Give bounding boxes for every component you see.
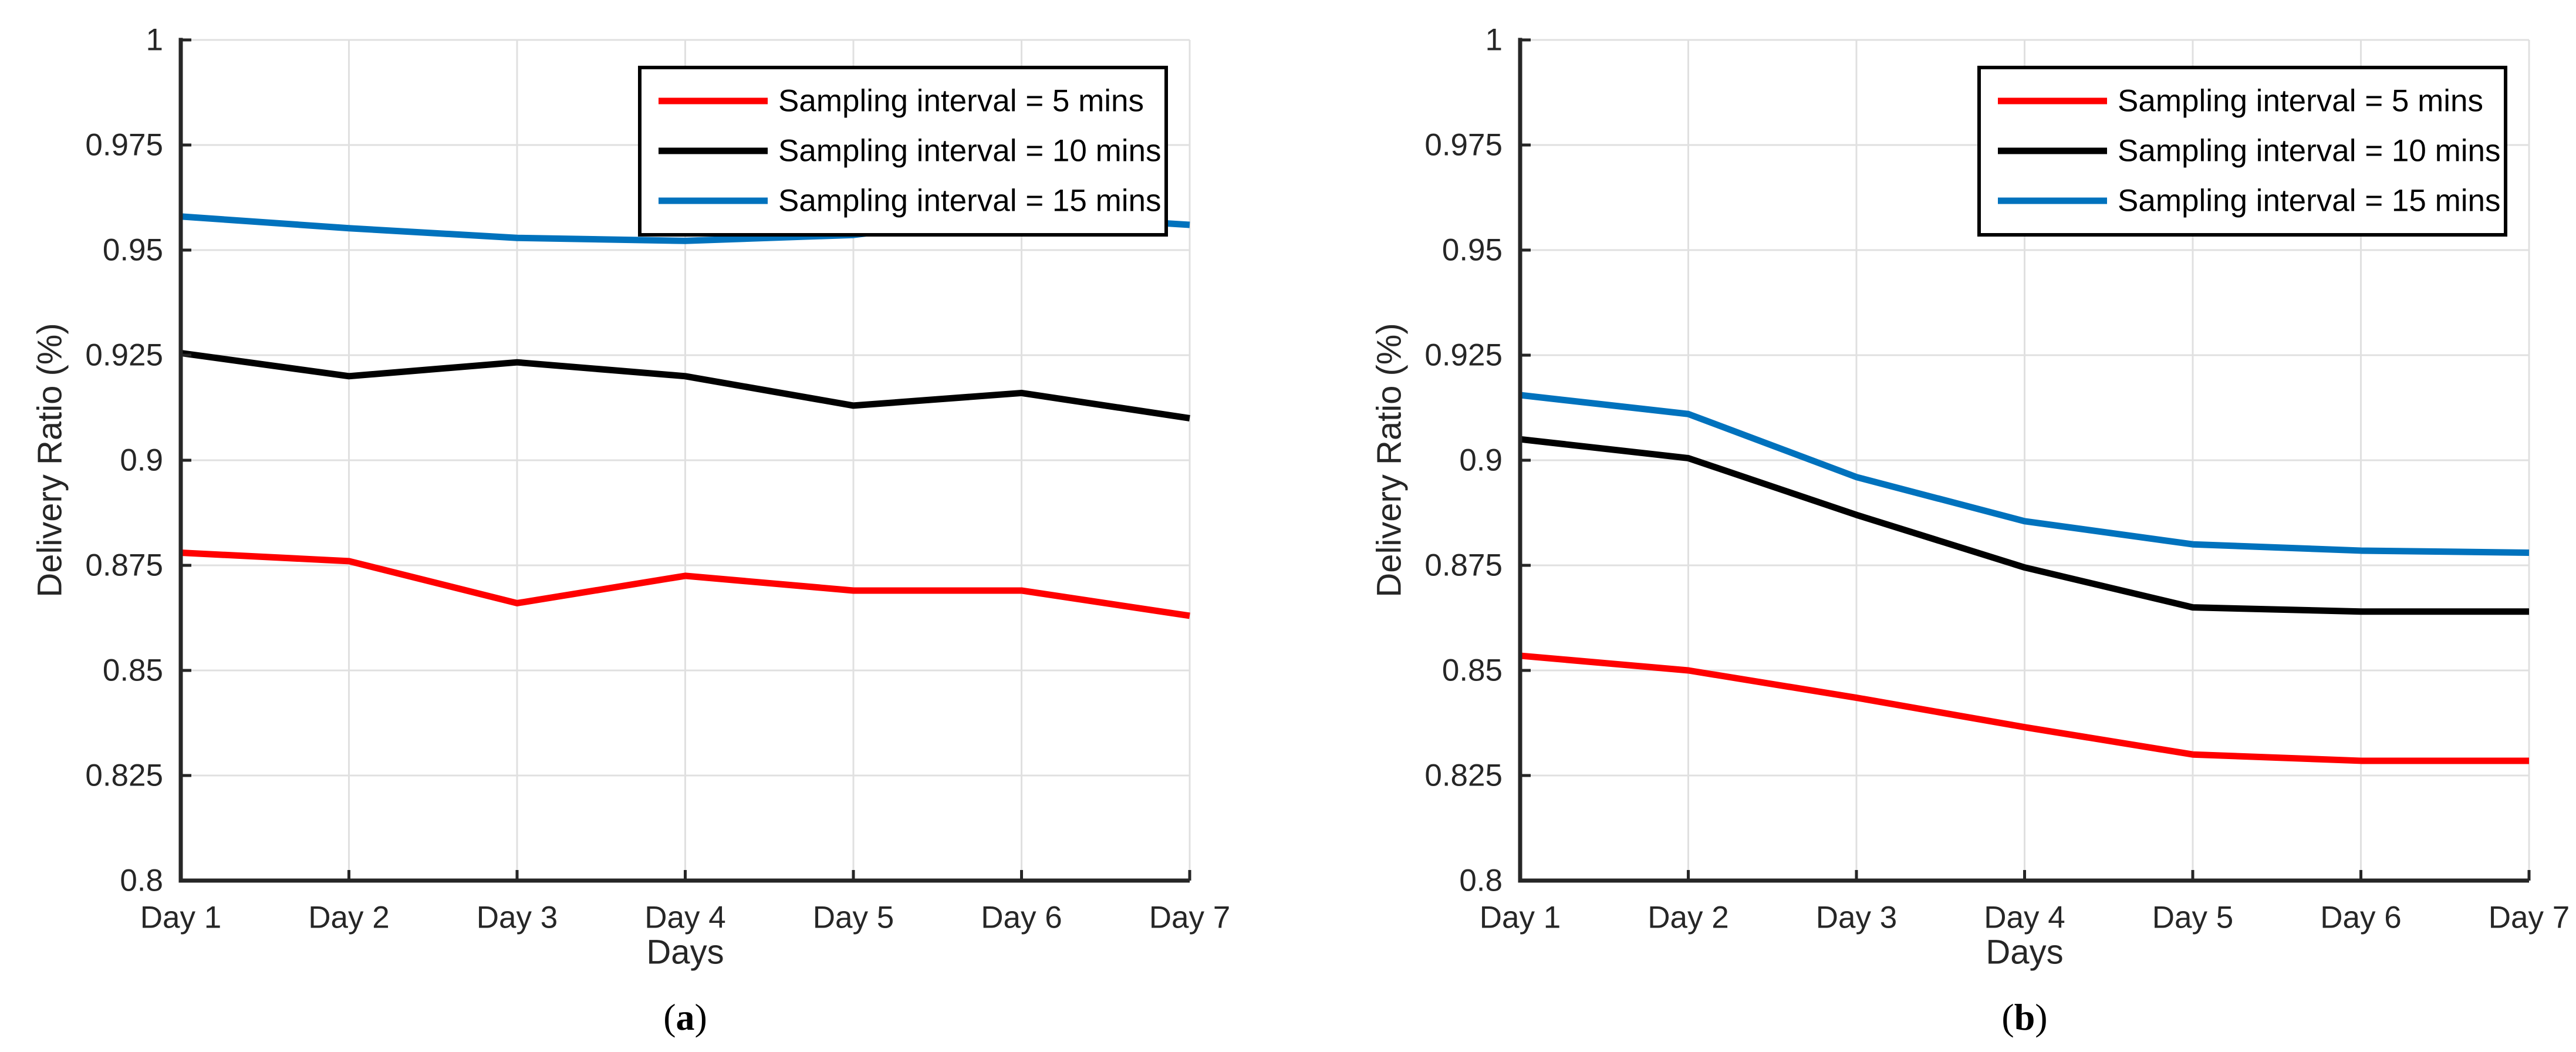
legend-label: Sampling interval = 15 mins: [2118, 184, 2501, 218]
series-line-10-mins: [1520, 436, 2529, 615]
legend-label: Sampling interval = 5 mins: [2118, 84, 2483, 119]
y-tick-label: 0.9: [120, 443, 163, 478]
x-tick-label: Day 5: [2152, 901, 2233, 935]
caption-b: (b): [2001, 996, 2047, 1038]
y-tick-label: 0.975: [85, 128, 163, 163]
x-tick-label: Day 5: [813, 901, 894, 935]
y-tick-label: 0.925: [85, 338, 163, 373]
y-tick-label: 0.825: [85, 758, 163, 793]
y-tick-label: 0.95: [1442, 233, 1503, 268]
x-tick-label: Day 6: [2320, 901, 2401, 935]
x-tick-label: Day 2: [1647, 901, 1728, 935]
x-tick-label: Day 4: [1984, 901, 2065, 935]
legend-label: Sampling interval = 15 mins: [778, 184, 1162, 218]
axes: [178, 38, 1191, 883]
y-tick-label: 1: [1485, 23, 1503, 58]
x-tick-label: Day 1: [140, 901, 221, 935]
x-tick-label: Day 3: [477, 901, 558, 935]
y-tick-label: 0.95: [103, 233, 163, 268]
y-tick-label: 0.85: [103, 653, 163, 688]
legend-label: Sampling interval = 10 mins: [778, 134, 1162, 168]
caption-a: (a): [663, 996, 707, 1038]
y-tick-label: 0.85: [1442, 653, 1503, 688]
y-tick-label: 0.925: [1424, 338, 1503, 373]
grid: [1520, 39, 2530, 881]
legend-label: Sampling interval = 5 mins: [778, 84, 1144, 119]
y-tick-label: 0.875: [1424, 548, 1503, 583]
x-tick-label: Day 2: [308, 901, 389, 935]
y-tick-label: 0.8: [120, 864, 163, 898]
x-tick-label: Day 1: [1480, 901, 1561, 935]
grid: [181, 39, 1191, 881]
x-axis-label: Days: [646, 933, 724, 972]
y-tick-label: 0.8: [1459, 864, 1503, 898]
x-tick-label: Day 4: [644, 901, 725, 935]
series-line-15-mins: [1520, 392, 2530, 557]
legend: Sampling interval = 5 mins Sampling inter…: [638, 66, 1168, 237]
x-tick-label: Day 3: [1816, 901, 1897, 935]
x-axis-label: Days: [1986, 933, 2063, 972]
y-axis-label: Delivery Ratio (%): [1370, 323, 1409, 597]
axes: [1518, 38, 2531, 883]
series-line-5-mins: [180, 549, 1190, 619]
x-tick-label: Day 7: [1149, 901, 1230, 935]
y-tick-label: 0.875: [85, 548, 163, 583]
legend: Sampling interval = 5 mins Sampling inter…: [1977, 66, 2507, 237]
series-line-10-mins: [180, 349, 1190, 422]
y-tick-label: 1: [146, 23, 163, 58]
series-line-5-mins: [1520, 652, 2529, 764]
y-tick-label: 0.9: [1459, 443, 1503, 478]
y-tick-label: 0.975: [1424, 128, 1503, 163]
legend-label: Sampling interval = 10 mins: [2118, 134, 2501, 168]
y-tick-label: 0.825: [1424, 758, 1503, 793]
y-axis-label: Delivery Ratio (%): [31, 323, 69, 597]
x-tick-label: Day 6: [981, 901, 1062, 935]
x-tick-label: Day 7: [2489, 901, 2570, 935]
